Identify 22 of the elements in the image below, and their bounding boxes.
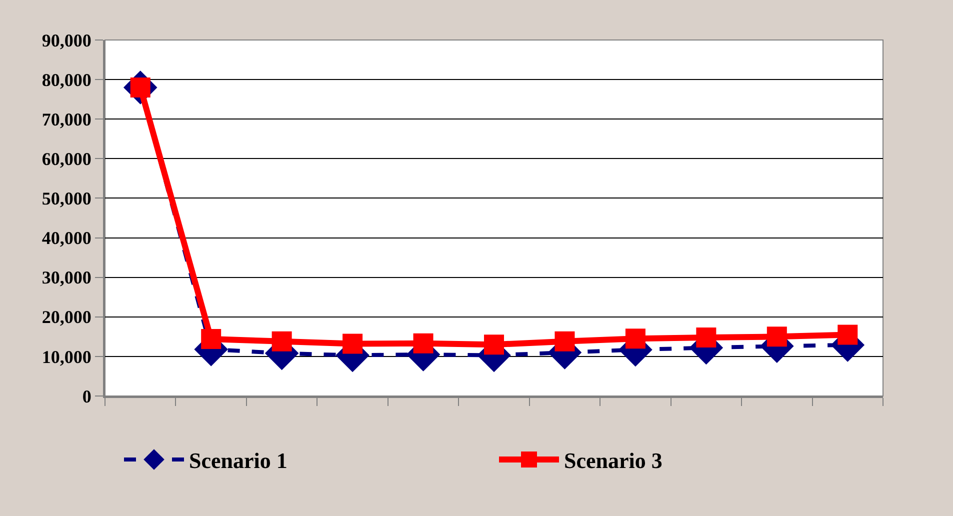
legend-label: Scenario 3 (564, 448, 662, 474)
y-tick-label: 0 (82, 386, 92, 406)
point (201, 329, 222, 350)
y-tick-label: 90,000 (42, 30, 92, 50)
y-tick-label: 60,000 (42, 148, 92, 169)
y-tick-label: 50,000 (42, 188, 92, 209)
point (413, 333, 434, 354)
y-tick-label: 40,000 (42, 228, 92, 248)
point (838, 324, 858, 345)
point (272, 331, 292, 352)
y-tick-label: 10,000 (42, 346, 92, 367)
y-tick-label: 70,000 (42, 109, 92, 130)
y-tick-label: 20,000 (42, 307, 92, 328)
point (766, 326, 787, 347)
point (625, 328, 646, 349)
y-tick-label: 30,000 (42, 268, 92, 288)
legend-label: Scenario 1 (189, 448, 288, 474)
point (554, 331, 575, 352)
point (342, 334, 363, 354)
point (484, 334, 504, 355)
y-tick-label: 80,000 (42, 70, 92, 90)
point (696, 327, 716, 348)
